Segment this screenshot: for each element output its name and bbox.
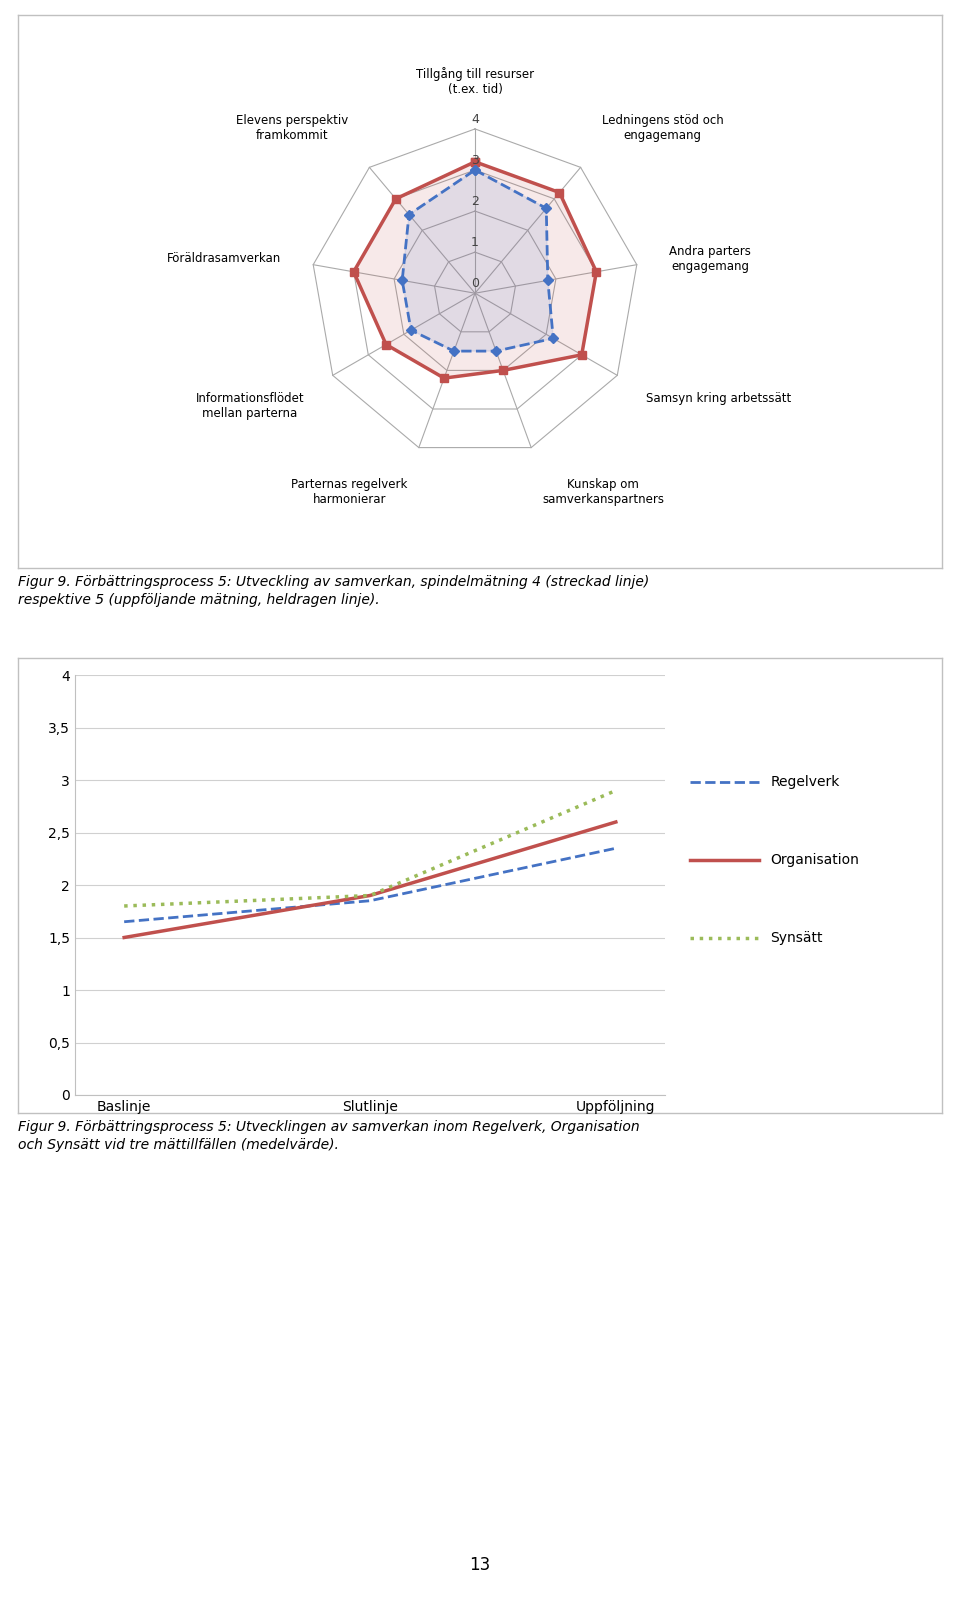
Text: Andra parters
engagemang: Andra parters engagemang bbox=[669, 245, 751, 273]
Text: Figur 9. Förbättringsprocess 5: Utveckling av samverkan, spindelmätning 4 (strec: Figur 9. Förbättringsprocess 5: Utveckli… bbox=[18, 575, 649, 608]
Text: Föräldrasamverkan: Föräldrasamverkan bbox=[167, 253, 281, 266]
Text: Kunskap om
samverkanspartners: Kunskap om samverkanspartners bbox=[542, 478, 664, 507]
Text: Elevens perspektiv
framkommit: Elevens perspektiv framkommit bbox=[236, 114, 348, 143]
Text: Ledningens stöd och
engagemang: Ledningens stöd och engagemang bbox=[602, 114, 724, 143]
Text: Figur 9. Förbättringsprocess 5: Utvecklingen av samverkan inom Regelverk, Organi: Figur 9. Förbättringsprocess 5: Utveckli… bbox=[18, 1120, 639, 1153]
Text: Parternas regelverk
harmonierar: Parternas regelverk harmonierar bbox=[291, 478, 408, 507]
Text: 1: 1 bbox=[471, 236, 479, 248]
Text: 2: 2 bbox=[471, 196, 479, 208]
Text: Organisation: Organisation bbox=[771, 853, 859, 867]
Text: 3: 3 bbox=[471, 154, 479, 167]
Text: Regelverk: Regelverk bbox=[771, 774, 840, 789]
Text: Informationsflödet
mellan parterna: Informationsflödet mellan parterna bbox=[196, 391, 304, 420]
Text: 13: 13 bbox=[469, 1557, 491, 1574]
Text: 0: 0 bbox=[471, 277, 479, 290]
Text: Synsätt: Synsätt bbox=[771, 931, 823, 946]
Polygon shape bbox=[353, 162, 596, 378]
Text: 4: 4 bbox=[471, 112, 479, 125]
Text: Tillgång till resurser
(t.ex. tid): Tillgång till resurser (t.ex. tid) bbox=[416, 67, 534, 96]
Text: Samsyn kring arbetssätt: Samsyn kring arbetssätt bbox=[646, 391, 791, 406]
Polygon shape bbox=[402, 170, 553, 351]
